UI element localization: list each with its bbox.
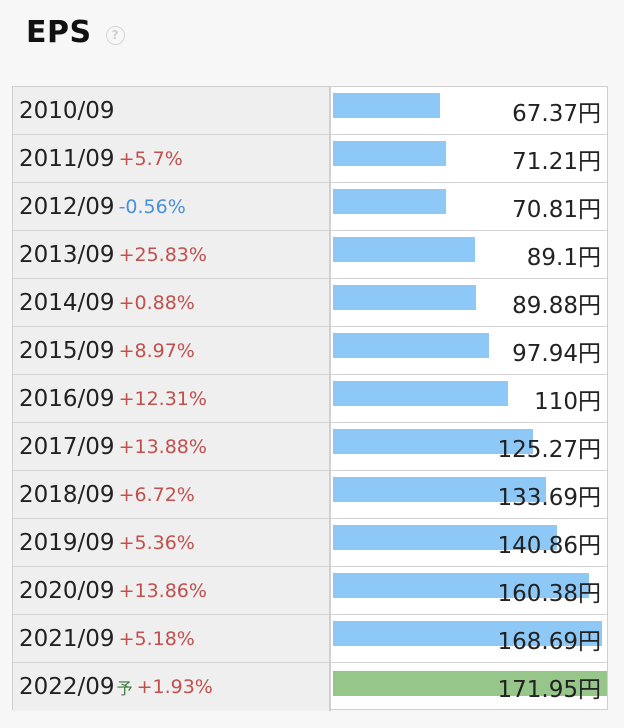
year-label: 2016/09 (19, 385, 115, 412)
yoy-change: +8.97% (118, 339, 195, 362)
row-label-cell: 2018/09 +6.72% (13, 471, 331, 518)
yoy-change: +12.31% (118, 387, 207, 410)
eps-bar (333, 525, 557, 550)
forecast-mark: 予 (116, 679, 133, 698)
year-label: 2021/09 (19, 625, 115, 652)
table-row: 2016/09 +12.31% 110円 (13, 375, 607, 423)
eps-bar (333, 477, 546, 502)
yoy-change: +6.72% (118, 483, 195, 506)
eps-bar (333, 93, 440, 118)
eps-value: 89.88円 (512, 292, 601, 319)
row-label-cell: 2014/09 +0.88% (13, 279, 331, 326)
row-label-cell: 2022/09 予 +1.93% (13, 663, 331, 711)
chart-header: EPS ? (26, 12, 125, 52)
table-row: 2018/09 +6.72% 133.69円 (13, 471, 607, 519)
eps-value: 171.95円 (497, 677, 601, 703)
year-label: 2013/09 (19, 241, 115, 268)
table-row: 2021/09 +5.18% 168.69円 (13, 615, 607, 663)
year-label: 2019/09 (19, 529, 115, 556)
row-label-cell: 2021/09 +5.18% (13, 615, 331, 662)
table-row: 2019/09 +5.36% 140.86円 (13, 519, 607, 567)
bar-cell: 133.69円 (333, 471, 607, 518)
eps-bar (333, 237, 475, 262)
chart-title: EPS (26, 14, 92, 50)
bar-cell: 89.1円 (333, 231, 607, 278)
table-row: 2010/09 67.37円 (13, 87, 607, 135)
year-label: 2018/09 (19, 481, 115, 508)
eps-value: 125.27円 (497, 436, 601, 463)
eps-value: 97.94円 (512, 340, 601, 367)
forecast-bar (333, 671, 607, 696)
eps-bar (333, 429, 533, 454)
year-label: 2020/09 (19, 577, 115, 604)
yoy-change: +5.18% (118, 627, 195, 650)
year-label: 2022/09 (19, 674, 115, 700)
table-row: 2012/09 -0.56% 70.81円 (13, 183, 607, 231)
table-row: 2015/09 +8.97% 97.94円 (13, 327, 607, 375)
row-label-cell: 2010/09 (13, 87, 331, 134)
bar-cell: 140.86円 (333, 519, 607, 566)
yoy-change: +25.83% (118, 243, 207, 266)
bar-cell: 97.94円 (333, 327, 607, 374)
bar-cell: 70.81円 (333, 183, 607, 230)
eps-bar (333, 573, 589, 598)
year-label: 2014/09 (19, 289, 115, 316)
eps-value: 133.69円 (497, 484, 601, 511)
bar-cell: 171.95円 (333, 663, 607, 711)
eps-value: 71.21円 (512, 148, 601, 175)
eps-bar (333, 381, 508, 406)
yoy-change: +5.36% (118, 531, 195, 554)
row-label-cell: 2016/09 +12.31% (13, 375, 331, 422)
row-label-cell: 2012/09 -0.56% (13, 183, 331, 230)
year-label: 2012/09 (19, 193, 115, 220)
bar-cell: 125.27円 (333, 423, 607, 470)
bar-cell: 89.88円 (333, 279, 607, 326)
year-label: 2015/09 (19, 337, 115, 364)
table-row: 2014/09 +0.88% 89.88円 (13, 279, 607, 327)
row-label-cell: 2013/09 +25.83% (13, 231, 331, 278)
bar-cell: 67.37円 (333, 87, 607, 134)
eps-bar (333, 189, 446, 214)
eps-bar (333, 333, 489, 358)
eps-bar (333, 285, 476, 310)
bar-cell: 71.21円 (333, 135, 607, 182)
eps-value: 140.86円 (497, 532, 601, 559)
table-row: 2022/09 予 +1.93% 171.95円 (13, 663, 607, 711)
eps-value: 110円 (534, 388, 601, 415)
bar-cell: 110円 (333, 375, 607, 422)
eps-bar (333, 141, 446, 166)
row-label-cell: 2011/09 +5.7% (13, 135, 331, 182)
eps-table: 2010/09 67.37円 2011/09 +5.7% 71.21円 2012/09 -0… (12, 86, 608, 711)
year-label: 2017/09 (19, 433, 115, 460)
year-label: 2011/09 (19, 145, 115, 172)
bar-cell: 160.38円 (333, 567, 607, 614)
yoy-change: +0.88% (118, 291, 195, 314)
table-row: 2017/09 +13.88% 125.27円 (13, 423, 607, 471)
table-row: 2020/09 +13.86% 160.38円 (13, 567, 607, 615)
year-label: 2010/09 (19, 97, 115, 124)
help-icon[interactable]: ? (105, 25, 125, 45)
yoy-change: +13.86% (118, 579, 207, 602)
eps-value: 168.69円 (497, 628, 601, 655)
eps-value: 89.1円 (526, 244, 601, 271)
row-label-cell: 2017/09 +13.88% (13, 423, 331, 470)
table-row: 2013/09 +25.83% 89.1円 (13, 231, 607, 279)
eps-bar (333, 621, 602, 646)
yoy-change: -0.56% (118, 195, 186, 218)
yoy-change: +13.88% (118, 435, 207, 458)
table-row: 2011/09 +5.7% 71.21円 (13, 135, 607, 183)
eps-value: 67.37円 (512, 100, 601, 127)
eps-value: 160.38円 (497, 580, 601, 607)
row-label-cell: 2015/09 +8.97% (13, 327, 331, 374)
yoy-change: +5.7% (118, 147, 183, 170)
row-label-cell: 2019/09 +5.36% (13, 519, 331, 566)
eps-value: 70.81円 (512, 196, 601, 223)
bar-cell: 168.69円 (333, 615, 607, 662)
row-label-cell: 2020/09 +13.86% (13, 567, 331, 614)
yoy-change: +1.93% (136, 676, 213, 698)
